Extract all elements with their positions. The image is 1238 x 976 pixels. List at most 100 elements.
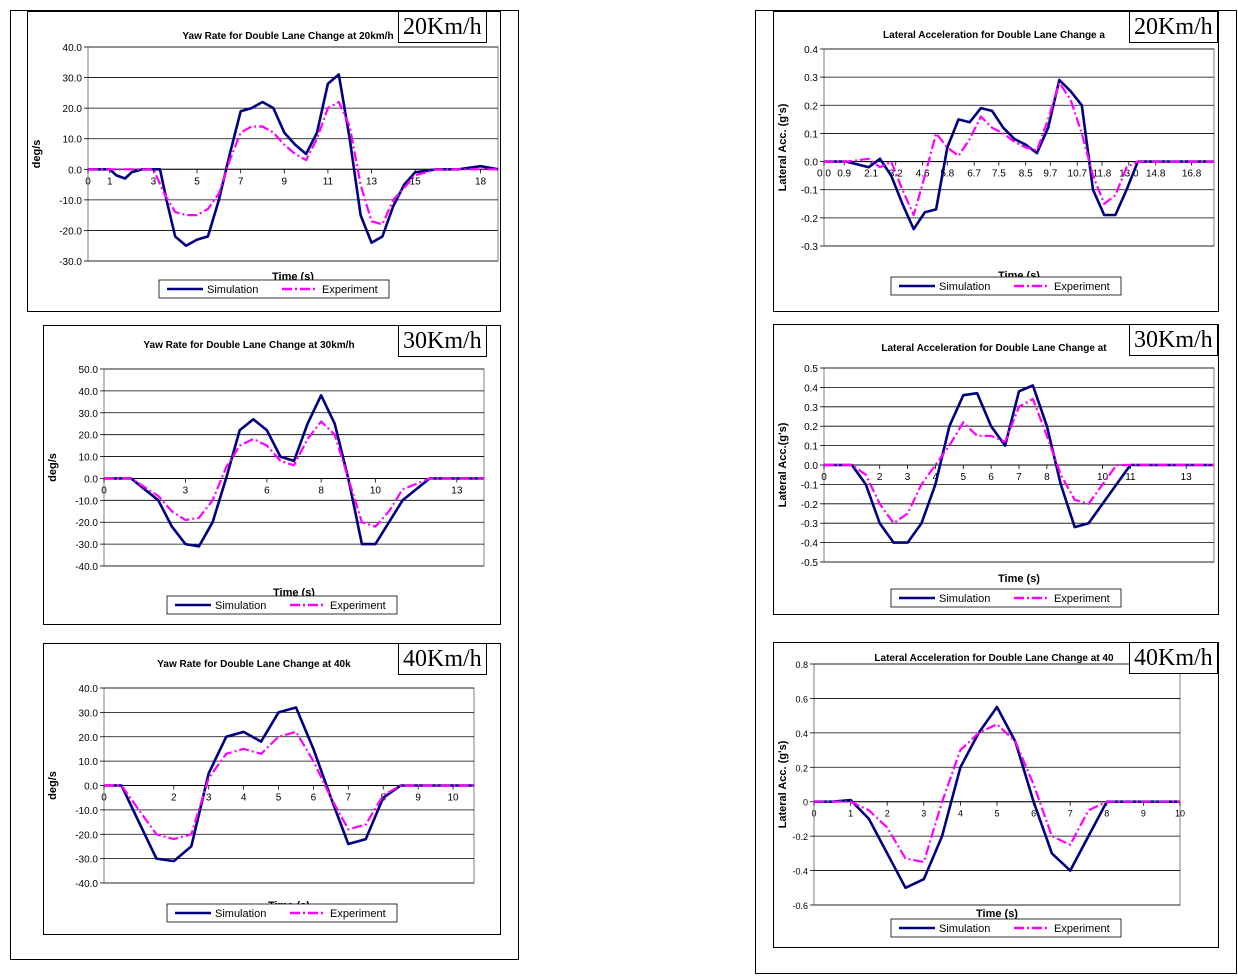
legend-label: Simulation <box>939 593 990 605</box>
plot-area <box>813 663 1181 906</box>
x-tick-label: 0 <box>101 485 107 496</box>
chart-title: Lateral Acceleration for Double Lane Cha… <box>874 653 1114 664</box>
x-tick-label: 3 <box>206 793 212 804</box>
y-tick-label: 0.1 <box>804 129 818 140</box>
y-axis-label: Lateral Acc. (g's) <box>777 740 789 828</box>
legend-box <box>166 903 398 923</box>
chart-lat-20: 0.4 0.3 0.2 0.1 0.0 -0.1 -0.2 -0.3 0.0 0.9 2.1 3.2 4… <box>773 11 1219 312</box>
y-tick-label: -0.2 <box>801 214 819 225</box>
y-tick-label: 0.1 <box>804 442 818 453</box>
chart-lat-30: 0.5 0.4 0.3 0.2 0.1 0.0 -0.1 -0.2 -0.3 -0.4 -0.5 0 2… <box>773 324 1219 615</box>
speed-label: 40Km/h <box>1129 642 1218 674</box>
x-tick-label: 2 <box>877 472 883 483</box>
plot-area <box>87 46 499 262</box>
x-tick-label: 6.7 <box>967 169 981 180</box>
x-tick-label: 3 <box>905 472 911 483</box>
y-tick-label: 10.0 <box>63 135 83 146</box>
y-tick-label: 0.4 <box>795 729 808 739</box>
x-tick-label: 0 <box>85 176 91 187</box>
x-tick-label: 2 <box>171 793 177 804</box>
speed-label: 30Km/h <box>1129 324 1218 356</box>
x-tick-label: 10.7 <box>1068 169 1088 180</box>
y-axis-label: Lateral Acc.(g's) <box>777 422 789 507</box>
chart-svg: 0.5 0.4 0.3 0.2 0.1 0.0 -0.1 -0.2 -0.3 -0.4 -0.5 0 2… <box>777 343 1215 608</box>
chart-svg: 0.4 0.3 0.2 0.1 0.0 -0.1 -0.2 -0.3 0.0 0.9 2.1 3.2 4… <box>777 30 1215 296</box>
x-tick-label: 9 <box>1141 809 1146 819</box>
y-tick-label: -20.0 <box>59 226 82 237</box>
legend-label: Experiment <box>1054 281 1110 293</box>
x-tick-label: 11.8 <box>1093 169 1112 180</box>
series-experiment <box>104 420 484 528</box>
series-simulation <box>104 394 484 548</box>
legend-box <box>166 595 398 615</box>
series-experiment <box>104 730 474 841</box>
chart-yaw-20: 40.0 30.0 20.0 10.0 0.0 -10.0 -20.0 -30.0 0 1 3 5 7 9… <box>27 11 501 312</box>
x-tick-label: 4 <box>933 472 939 483</box>
y-tick-label: -30.0 <box>75 855 98 866</box>
series-simulation <box>824 384 1214 544</box>
y-tick-label: 0.8 <box>795 660 808 670</box>
series-experiment <box>88 100 498 226</box>
legend-label: Experiment <box>322 284 378 296</box>
y-tick-label: -10.0 <box>59 196 82 207</box>
x-tick-label: 6 <box>264 485 270 496</box>
x-tick-label: 18 <box>475 176 487 187</box>
legend-box <box>890 918 1122 938</box>
x-tick-label: 8 <box>318 485 324 496</box>
speed-label: 30Km/h <box>398 325 487 357</box>
y-tick-label: 0.0 <box>68 165 82 176</box>
y-tick-label: 40.0 <box>63 43 83 54</box>
x-tick-label: 15 <box>410 176 422 187</box>
series-simulation <box>824 78 1214 231</box>
y-tick-label: -20.0 <box>75 830 98 841</box>
chart-title: Lateral Acceleration for Double Lane Cha… <box>883 30 1105 41</box>
legend-label: Experiment <box>330 600 386 612</box>
y-tick-label: -0.4 <box>801 539 819 550</box>
legend-box <box>890 588 1122 608</box>
x-tick-label: 8.5 <box>1019 169 1033 180</box>
x-tick-label: 9.7 <box>1043 169 1057 180</box>
series-experiment <box>824 397 1214 525</box>
y-tick-label: 30.0 <box>79 708 99 719</box>
x-tick-label: 4 <box>241 793 247 804</box>
chart-title: Lateral Acceleration for Double Lane Cha… <box>881 343 1107 354</box>
y-tick-label: 30.0 <box>79 409 99 420</box>
x-tick-label: 6 <box>988 472 994 483</box>
x-tick-label: 10 <box>1175 809 1185 819</box>
x-tick-label: 3 <box>921 809 926 819</box>
x-tick-label: 8 <box>1104 809 1109 819</box>
y-axis-label: deg/s <box>47 453 59 482</box>
x-tick-label: 7 <box>238 176 244 187</box>
y-tick-label: 40.0 <box>79 684 99 695</box>
y-tick-label: 0.0 <box>804 158 818 169</box>
y-tick-label: 40.0 <box>79 387 99 398</box>
chart-svg: 40.0 30.0 20.0 10.0 0.0 -10.0 -20.0 -30.0 -40.0 0… <box>47 659 475 923</box>
x-tick-label: 3.2 <box>889 169 903 180</box>
x-tick-label: 0 <box>811 809 816 819</box>
chart-svg: 0.8 0.6 0.4 0.2 0 -0.2 -0.4 -0.6 0 1 2 3 4 5 6 7 8 9 10 Lat… <box>777 653 1185 938</box>
x-tick-label: 11 <box>1125 472 1136 483</box>
legend-box <box>158 279 390 299</box>
x-tick-label: 6 <box>1031 809 1036 819</box>
y-tick-label: 0.6 <box>795 694 808 704</box>
x-tick-label: 6 <box>311 793 317 804</box>
legend-label: Experiment <box>1054 923 1110 935</box>
y-tick-label: 0.0 <box>804 461 818 472</box>
plot-area <box>823 48 1215 247</box>
x-tick-label: 13 <box>451 485 463 496</box>
y-tick-label: -0.2 <box>792 832 808 842</box>
y-tick-label: 0.3 <box>804 73 818 84</box>
y-tick-label: -0.1 <box>801 186 819 197</box>
y-tick-label: 0.0 <box>84 782 98 793</box>
x-tick-label: 1 <box>107 176 113 187</box>
x-axis-label: Time (s) <box>976 908 1018 920</box>
x-tick-label: 0 <box>101 793 107 804</box>
x-tick-label: 2 <box>885 809 890 819</box>
y-tick-label: -20.0 <box>75 518 98 529</box>
y-tick-label: 30.0 <box>63 74 83 85</box>
x-tick-label: 5 <box>994 809 999 819</box>
x-tick-label: 10 <box>370 485 382 496</box>
legend-box <box>890 276 1122 296</box>
y-tick-label: -0.2 <box>801 500 819 511</box>
y-tick-label: 20.0 <box>63 104 83 115</box>
